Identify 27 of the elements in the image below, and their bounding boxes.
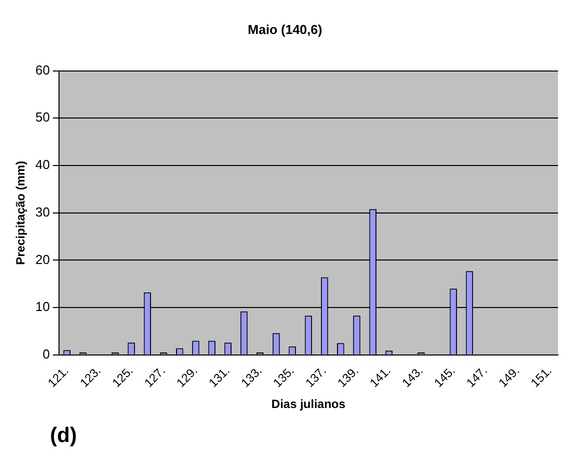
x-tick-label: 121. — [44, 364, 72, 390]
x-tick-label: 129. — [174, 364, 200, 390]
x-tick-label: 145. — [431, 364, 458, 390]
x-tick-label: 133. — [238, 364, 265, 390]
x-tick-label: 143. — [399, 364, 426, 390]
y-tick-label: 50 — [35, 110, 50, 125]
x-tick-label: 135. — [270, 364, 297, 390]
x-tick-label: 125. — [109, 364, 136, 390]
x-tick-label: 139. — [334, 364, 362, 390]
y-tick-label: 20 — [35, 252, 50, 267]
x-tick-label: 127. — [142, 364, 168, 390]
y-tick-label: 40 — [35, 157, 50, 172]
chart-title: Maio (140,6) — [246, 22, 324, 37]
x-tick-label: 149. — [496, 364, 522, 390]
y-tick-label: 60 — [35, 62, 50, 78]
y-axis-title: Precipitação (mm) — [14, 160, 28, 265]
x-tick-label: 137. — [302, 364, 329, 390]
x-tick-label: 123. — [77, 364, 104, 390]
x-tick-label: 141. — [366, 364, 394, 390]
y-tick-label: 30 — [35, 204, 50, 220]
text: (d) — [50, 424, 77, 448]
y-tick-label: 0 — [42, 346, 50, 362]
x-tick-label: 147. — [464, 364, 490, 390]
y-tick-label: 10 — [35, 299, 50, 314]
x-tick-label: 131. — [206, 364, 232, 390]
x-tick-label: 151. — [528, 364, 554, 390]
x-axis-title: Dias julianos — [271, 397, 346, 412]
